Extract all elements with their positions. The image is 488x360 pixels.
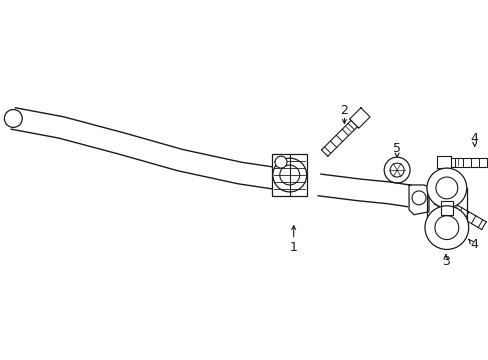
Bar [440, 201, 452, 215]
Circle shape [272, 158, 306, 192]
Text: 5: 5 [392, 142, 400, 155]
Circle shape [275, 156, 286, 168]
Circle shape [426, 168, 466, 208]
Bar [272, 154, 306, 196]
Text: 1: 1 [289, 241, 297, 254]
Circle shape [424, 206, 468, 249]
Text: 3: 3 [441, 255, 449, 268]
Text: 4: 4 [470, 238, 478, 251]
Text: 4: 4 [470, 132, 478, 145]
Text: 2: 2 [340, 104, 347, 117]
Circle shape [384, 157, 409, 183]
